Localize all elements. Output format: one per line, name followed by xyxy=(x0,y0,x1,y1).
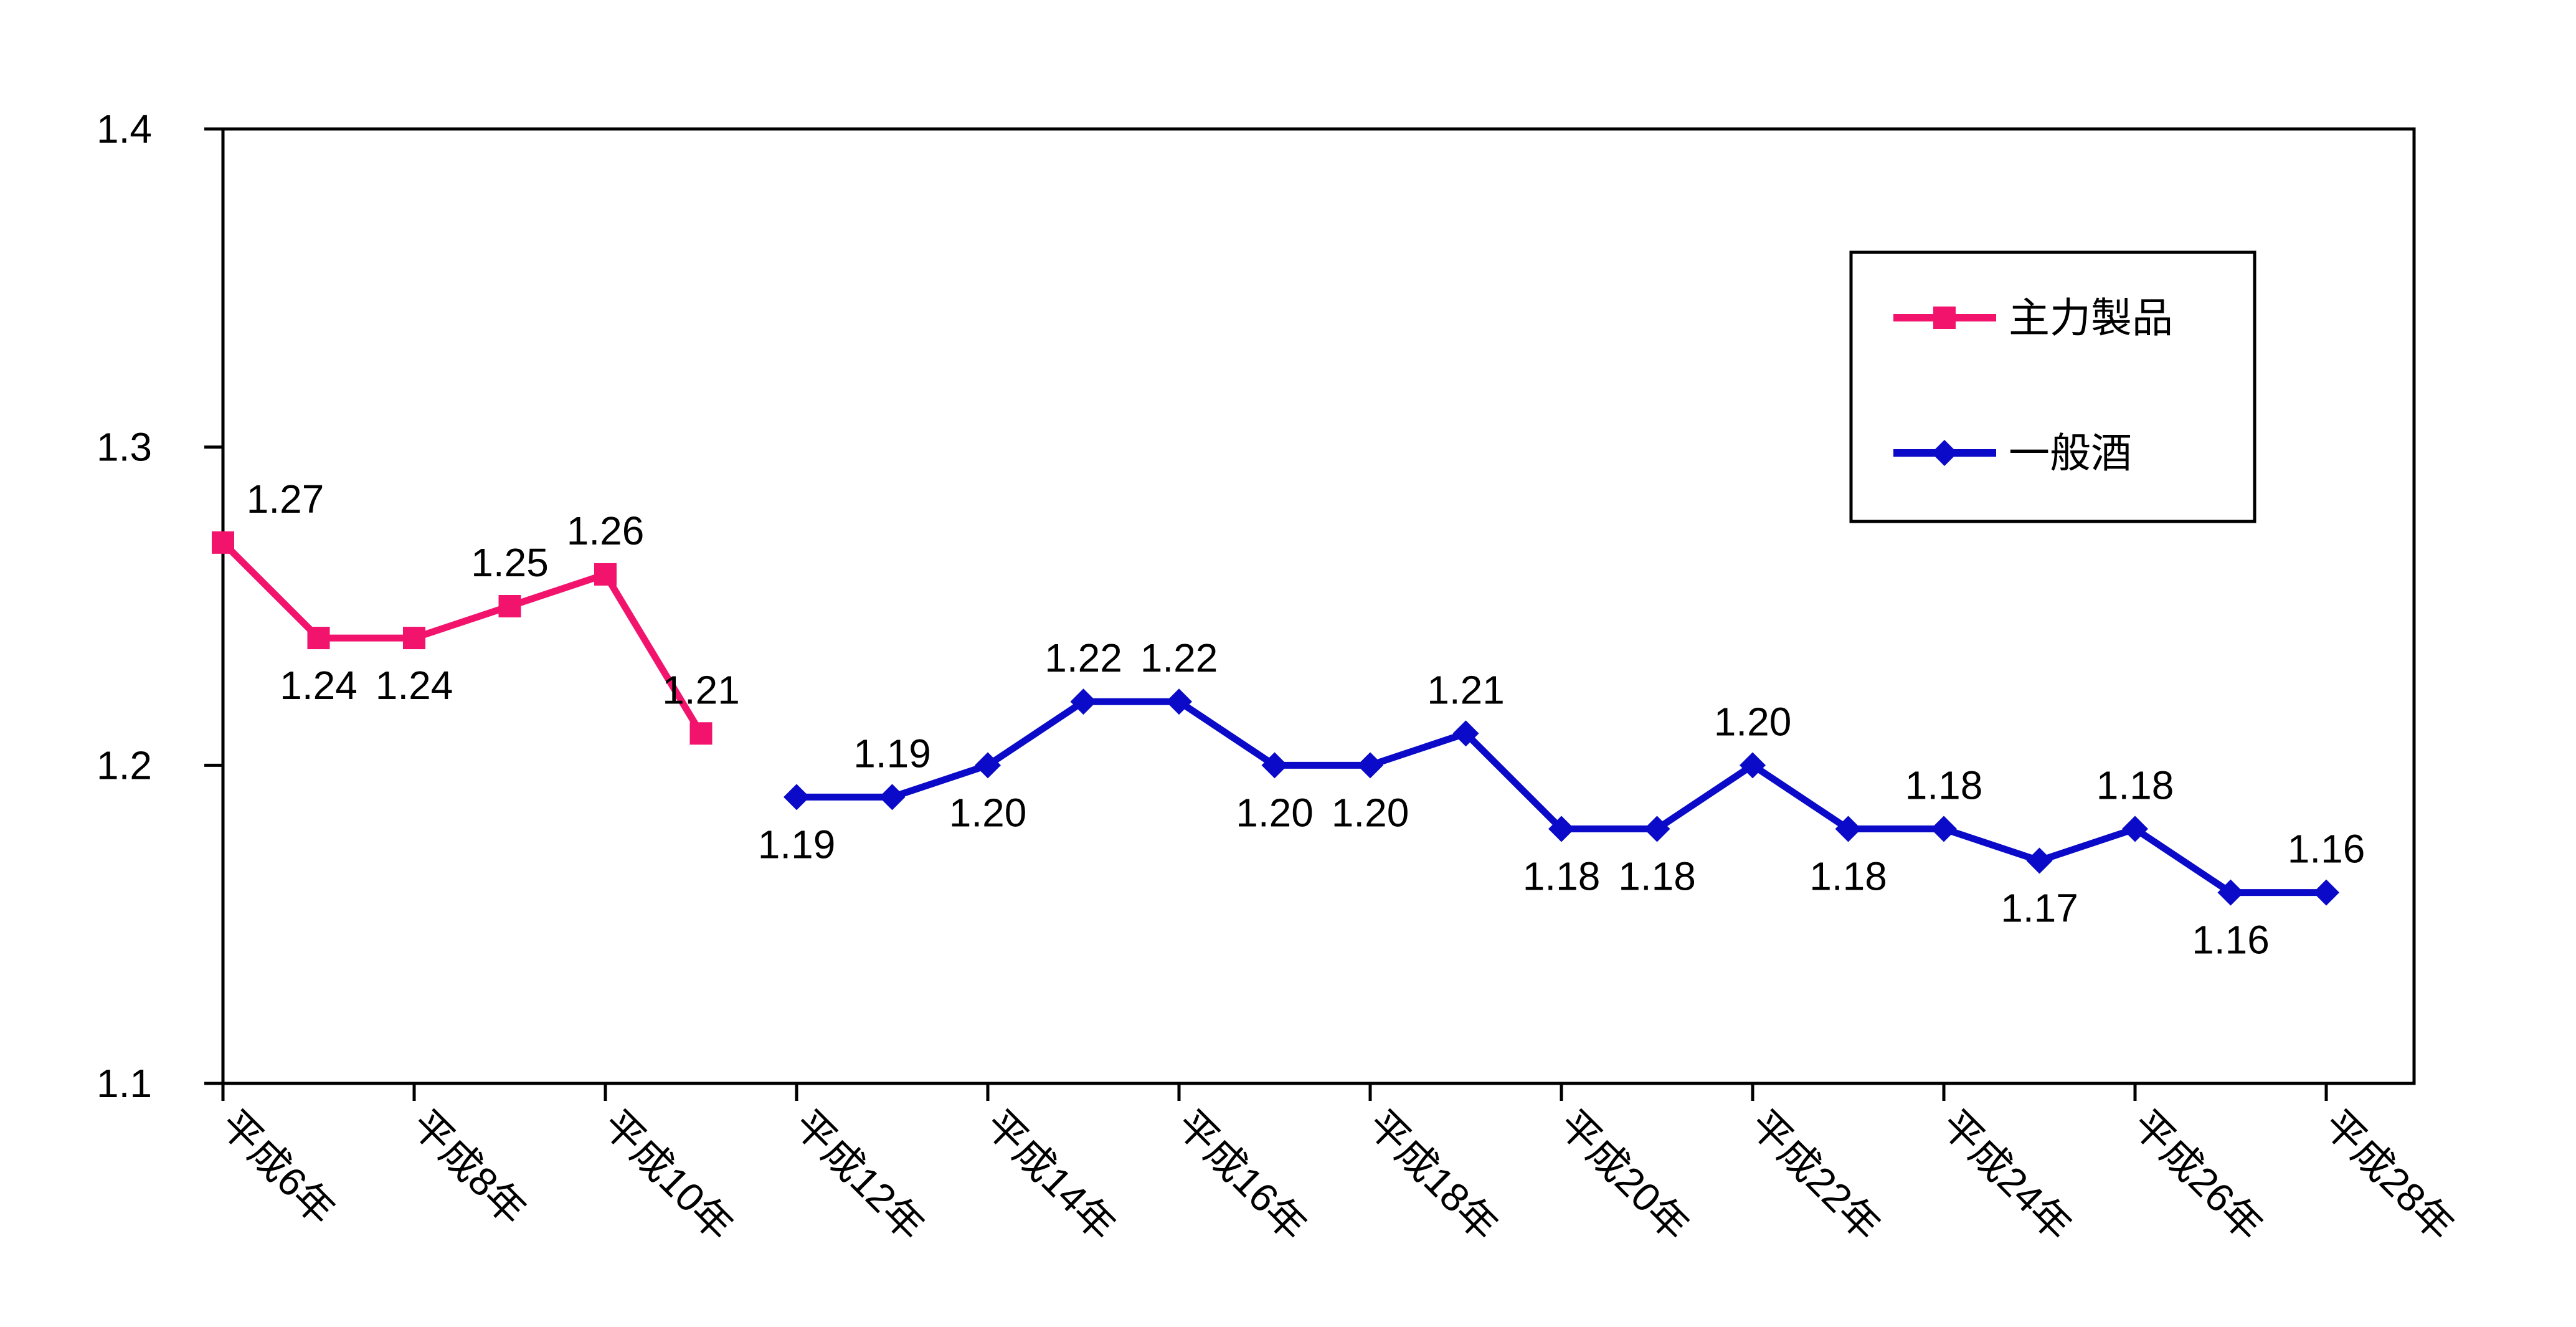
y-tick-label: 1.1 xyxy=(97,1061,152,1106)
series-1: 1.19 1.19 1.20 1.22 1.22 1.20 1.20 1.21 1.18 1.18… xyxy=(758,635,2365,962)
data-label: 1.20 xyxy=(1236,790,1314,835)
data-label: 1.20 xyxy=(1714,699,1792,744)
x-tick-label: 平成10年 xyxy=(594,1101,742,1249)
x-tick-label: 平成22年 xyxy=(1741,1101,1889,1249)
data-point xyxy=(1740,752,1766,779)
data-point xyxy=(2026,847,2053,874)
data-label: 1.19 xyxy=(758,822,836,867)
series-layer: 1.27 1.24 1.24 1.25 1.26 1.21 1.19 1.19 1.20 1.22… xyxy=(212,477,2365,963)
data-label: 1.16 xyxy=(2288,827,2365,872)
x-tick-label: 平成26年 xyxy=(2124,1101,2271,1249)
data-label: 1.17 xyxy=(2001,886,2078,931)
data-label: 1.25 xyxy=(471,540,549,585)
data-label: 1.22 xyxy=(1140,635,1218,680)
data-point xyxy=(403,627,425,650)
data-label: 1.21 xyxy=(662,667,740,712)
data-label: 1.20 xyxy=(949,790,1027,835)
data-label: 1.18 xyxy=(1523,854,1601,898)
data-point xyxy=(1835,816,1862,842)
data-point xyxy=(2313,879,2339,906)
data-point xyxy=(784,784,810,811)
data-point xyxy=(1644,816,1670,842)
data-point xyxy=(498,595,521,617)
data-point xyxy=(1357,752,1383,779)
data-point xyxy=(1452,720,1479,747)
legend-marker-0 xyxy=(1933,307,1956,329)
legend: 主力製品 一般酒 xyxy=(1849,250,2256,523)
data-label: 1.18 xyxy=(2096,763,2174,807)
data-label: 1.24 xyxy=(280,663,358,708)
data-point xyxy=(1070,688,1097,715)
data-point xyxy=(1261,752,1288,779)
data-label: 1.21 xyxy=(1427,667,1505,712)
data-label: 1.18 xyxy=(1905,763,1983,807)
series-line-0 xyxy=(220,540,704,736)
data-label: 1.16 xyxy=(2192,918,2270,963)
legend-marker-1 xyxy=(1931,440,1958,466)
data-point xyxy=(975,752,1001,779)
x-tick-label: 平成12年 xyxy=(785,1101,933,1249)
x-tick-label: 平成8年 xyxy=(403,1101,535,1234)
data-label: 1.18 xyxy=(1618,854,1696,898)
data-point xyxy=(307,627,330,650)
data-label: 1.27 xyxy=(247,477,324,521)
y-tick-label: 1.4 xyxy=(97,107,152,151)
legend-box xyxy=(1849,250,2256,523)
data-label: 1.20 xyxy=(1332,790,1409,835)
data-label: 1.24 xyxy=(376,663,453,708)
data-label: 1.19 xyxy=(853,731,931,776)
x-tick-label: 平成14年 xyxy=(977,1101,1124,1249)
data-label: 1.18 xyxy=(1809,854,1887,898)
data-point xyxy=(212,531,234,554)
x-tick-label: 平成16年 xyxy=(1168,1101,1315,1249)
data-point xyxy=(1548,816,1574,842)
legend-item-1: 一般酒 xyxy=(1893,430,2132,476)
y-axis: 1.1 1.2 1.3 1.4 xyxy=(97,107,223,1106)
x-tick-label: 平成6年 xyxy=(212,1101,344,1234)
data-label: 1.22 xyxy=(1044,635,1122,680)
series-0: 1.27 1.24 1.24 1.25 1.26 1.21 xyxy=(212,477,740,745)
y-tick-label: 1.3 xyxy=(97,425,152,470)
legend-item-0: 主力製品 xyxy=(1893,295,2173,341)
legend-label-1: 一般酒 xyxy=(2009,430,2132,476)
data-label: 1.26 xyxy=(567,508,645,553)
x-axis: 平成6年 平成8年 平成10年 平成12年 平成14年 平成16年 平成18年 平成20年 平成… xyxy=(212,1083,2463,1249)
data-point xyxy=(1166,688,1192,715)
x-tick-label: 平成18年 xyxy=(1359,1101,1507,1249)
x-tick-label: 平成28年 xyxy=(2315,1101,2463,1249)
data-point xyxy=(2217,879,2244,906)
data-point xyxy=(594,563,617,586)
data-point xyxy=(879,784,906,811)
data-point xyxy=(1931,816,1957,842)
data-point xyxy=(689,722,713,745)
data-point xyxy=(2122,816,2148,842)
y-tick-label: 1.2 xyxy=(97,743,152,787)
legend-label-0: 主力製品 xyxy=(2009,295,2173,341)
x-tick-label: 平成24年 xyxy=(1933,1101,2080,1249)
x-tick-label: 平成20年 xyxy=(1550,1101,1698,1249)
